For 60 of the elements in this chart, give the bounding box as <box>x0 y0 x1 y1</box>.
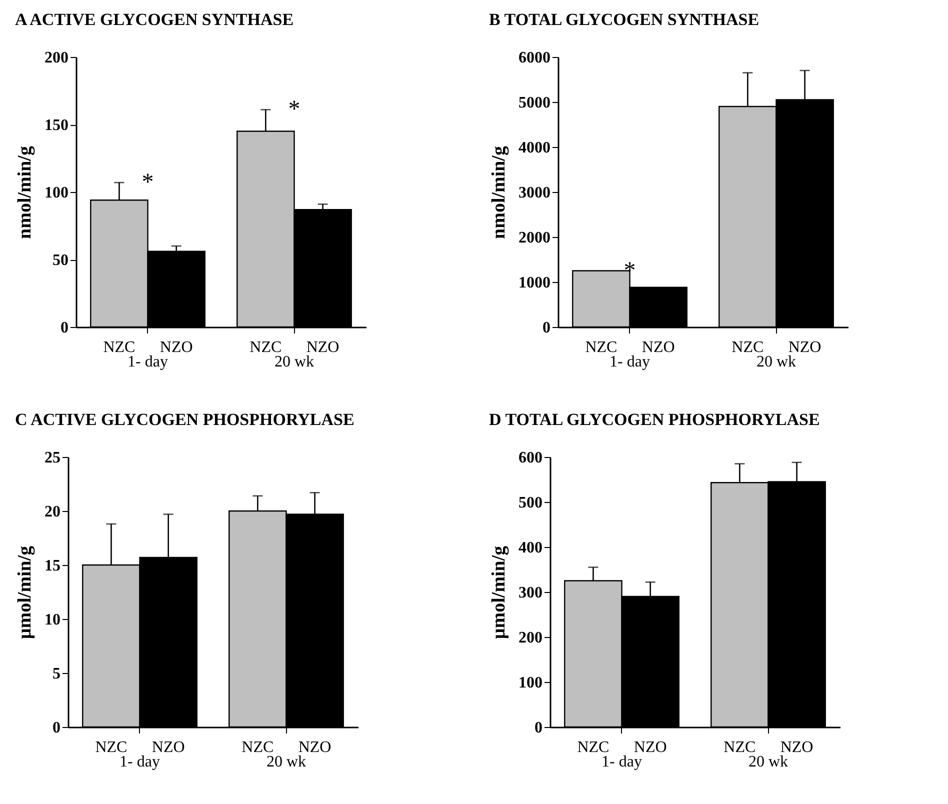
annotation: * <box>142 170 154 196</box>
y-tick-label: 50 <box>52 252 68 269</box>
series-label: NZO <box>642 339 675 356</box>
text: NZO <box>780 739 814 756</box>
y-tick-label: 2000 <box>518 230 550 246</box>
text: NZO <box>788 339 822 356</box>
series-label: NZC <box>577 739 610 756</box>
y-axis-title: nmol/min/g <box>488 146 510 239</box>
y-axis-title: nmol/min/g <box>14 146 36 239</box>
text: NZC <box>250 339 282 356</box>
y-tick-label: 15 <box>44 558 60 574</box>
y-tick-label: 200 <box>518 630 542 646</box>
y-tick-label: 5000 <box>518 94 550 112</box>
y-axis-title: µmol/min/g <box>488 545 510 640</box>
y-tick-label: 600 <box>518 450 542 466</box>
x-tick-label: 20 wk <box>266 754 306 770</box>
series-label: NZO <box>634 739 667 756</box>
series-label: NZC <box>585 339 618 356</box>
series-label: NZC <box>103 339 136 356</box>
series-label: NZO <box>152 739 185 756</box>
y-axis-title: µmol/min/g <box>14 545 36 640</box>
y-tick-label: 150 <box>44 117 68 134</box>
y-tick-label: 5 <box>52 666 60 682</box>
y-tick-label: 100 <box>44 184 68 202</box>
x-tick-label: 1- day <box>128 354 168 370</box>
y-tick-label: 3000 <box>518 184 550 202</box>
x-tick-label: 20 wk <box>274 354 314 370</box>
y-tick-label: 6000 <box>518 50 550 66</box>
text: NZC <box>242 739 274 756</box>
chart-title: C ACTIVE GLYCOGEN PHOSPHORYLASE <box>15 410 354 429</box>
y-tick-label: 0 <box>542 320 550 336</box>
y-tick-label: 0 <box>534 720 542 736</box>
chart-title: B TOTAL GLYCOGEN SYNTHASE <box>489 10 760 29</box>
y-tick-label: 100 <box>518 674 542 692</box>
text: NZO <box>298 739 332 756</box>
y-tick-label: 0 <box>52 720 60 736</box>
x-tick-label: 20 wk <box>748 754 788 770</box>
y-tick-label: 10 <box>44 612 60 628</box>
series-label: NZC <box>95 739 128 756</box>
y-tick-label: 0 <box>60 320 68 336</box>
text: NZC <box>724 739 756 756</box>
y-tick-label: 400 <box>518 540 542 556</box>
y-tick-label: 20 <box>44 504 60 520</box>
x-tick-label: 1- day <box>610 354 650 370</box>
text: NZO <box>306 339 340 356</box>
annotation: * <box>624 258 636 284</box>
chart-title: A ACTIVE GLYCOGEN SYNTHASE <box>15 10 294 29</box>
x-tick-label: 20 wk <box>756 354 796 370</box>
y-tick-label: 4000 <box>518 140 550 156</box>
annotation: * <box>288 96 300 123</box>
chart-title: D TOTAL GLYCOGEN PHOSPHORYLASE <box>489 410 820 429</box>
y-tick-label: 500 <box>518 494 542 512</box>
y-tick-label: 300 <box>518 584 542 602</box>
y-tick-label: 25 <box>44 450 60 466</box>
series-label: NZO <box>160 339 193 356</box>
y-tick-label: 1000 <box>518 274 550 292</box>
x-tick-label: 1- day <box>602 754 642 770</box>
text: NZC <box>732 339 764 356</box>
x-tick-label: 1- day <box>120 754 160 770</box>
y-tick-label: 200 <box>44 50 68 66</box>
